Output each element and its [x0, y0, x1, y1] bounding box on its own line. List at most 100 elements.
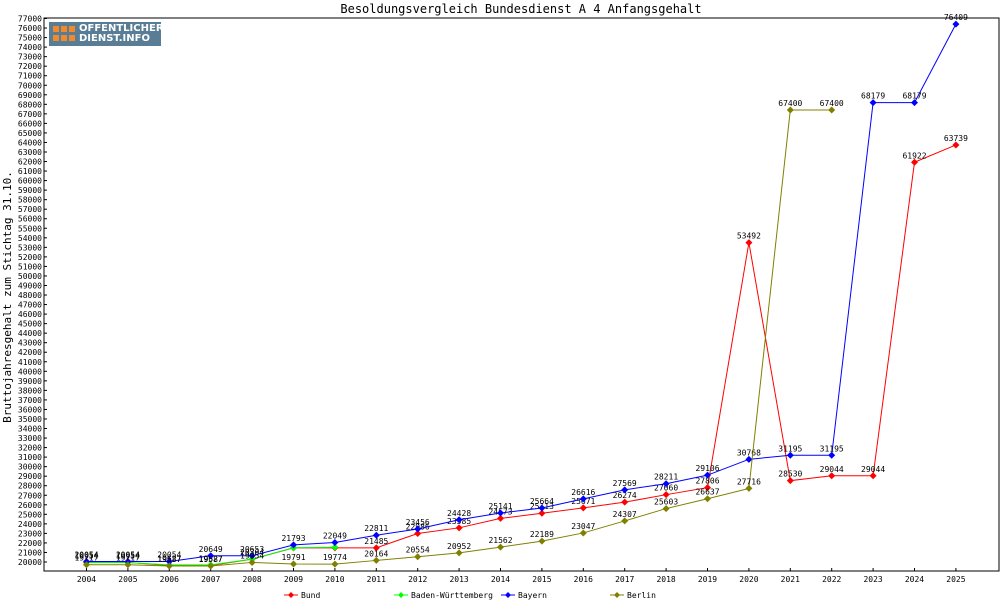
y-tick-label: 22000	[18, 539, 42, 548]
y-tick-label: 56000	[18, 215, 42, 224]
y-tick-label: 41000	[18, 358, 42, 367]
y-tick-label: 35000	[18, 415, 42, 424]
data-label: 31195	[820, 444, 844, 453]
data-label: 19791	[281, 553, 305, 562]
data-point	[414, 525, 422, 533]
y-tick-label: 59000	[18, 186, 42, 195]
x-tick-label: 2011	[367, 575, 386, 584]
y-tick-label: 42000	[18, 348, 42, 357]
data-label: 28211	[654, 473, 678, 482]
y-tick-label: 43000	[18, 339, 42, 348]
data-label: 21562	[488, 536, 512, 545]
y-tick-label: 57000	[18, 205, 42, 214]
data-point	[621, 517, 629, 525]
y-tick-label: 36000	[18, 405, 42, 414]
y-tick-label: 38000	[18, 386, 42, 395]
x-tick-label: 2004	[77, 575, 96, 584]
data-label: 67400	[778, 99, 802, 108]
series-line	[86, 23, 957, 562]
data-label: 19954	[74, 551, 98, 560]
y-tick-label: 58000	[18, 196, 42, 205]
data-point	[165, 562, 173, 570]
x-tick-label: 2020	[739, 575, 758, 584]
data-label: 20649	[199, 545, 223, 554]
y-tick-label: 25000	[18, 510, 42, 519]
y-tick-label: 67000	[18, 110, 42, 119]
y-tick-label: 71000	[18, 72, 42, 81]
x-tick-label: 2024	[905, 575, 924, 584]
data-point	[497, 509, 504, 517]
y-axis: 2000021000220002300024000250002600027000…	[18, 15, 47, 567]
data-label: 25664	[530, 497, 554, 506]
x-tick-label: 2012	[408, 575, 427, 584]
y-tick-label: 50000	[18, 272, 42, 281]
legend-swatch-marker	[398, 592, 404, 598]
data-label: 22189	[530, 530, 554, 539]
y-tick-label: 40000	[18, 367, 42, 376]
x-tick-label: 2019	[698, 575, 717, 584]
y-tick-label: 53000	[18, 243, 42, 252]
data-point	[952, 141, 960, 149]
data-label: 24428	[447, 509, 471, 518]
x-axis: 2004 2005 2006 2007 2008 2009 2010 2011 2012 2013…	[77, 568, 966, 584]
data-label: 20164	[364, 549, 388, 558]
y-tick-label: 54000	[18, 234, 42, 243]
data-point	[579, 529, 587, 537]
data-label: 26616	[571, 488, 595, 497]
brand-logo: OFFENTLICHER DIENST.INFO	[49, 22, 164, 46]
legend-label: Baden-Württemberg	[411, 591, 493, 600]
data-label: 63739	[944, 134, 968, 143]
data-point	[455, 549, 463, 557]
data-point	[331, 538, 339, 546]
y-tick-label: 68000	[18, 100, 42, 109]
data-point	[124, 561, 132, 569]
x-tick-label: 2022	[822, 575, 841, 584]
y-tick-label: 30000	[18, 463, 42, 472]
y-tick-label: 75000	[18, 34, 42, 43]
x-tick-label: 2021	[781, 575, 800, 584]
legend-label: Bayern	[518, 591, 547, 600]
x-tick-label: 2007	[201, 575, 220, 584]
y-tick-label: 28000	[18, 482, 42, 491]
data-point	[911, 99, 918, 107]
data-point	[786, 477, 794, 485]
x-tick-label: 2018	[656, 575, 675, 584]
y-tick-label: 47000	[18, 301, 42, 310]
series-bund: 1995419954196271962720304214852298623585…	[74, 134, 968, 570]
logo-square-icon	[61, 35, 67, 41]
y-tick-label: 46000	[18, 310, 42, 319]
y-tick-label: 63000	[18, 148, 42, 157]
y-axis-label: Bruttojahresgehalt zum Stichtag 31.10.	[1, 171, 14, 423]
data-label: 19587	[199, 555, 223, 564]
data-point	[579, 504, 587, 512]
x-tick-label: 2014	[491, 575, 510, 584]
plot-area-border	[43, 17, 1000, 572]
data-label: 29106	[695, 464, 719, 473]
y-tick-label: 69000	[18, 91, 42, 100]
y-tick-label: 20000	[18, 558, 42, 567]
data-label: 22811	[364, 524, 388, 533]
data-label: 61922	[902, 151, 926, 160]
data-label: 19717	[74, 554, 98, 563]
data-point	[538, 509, 546, 517]
data-point	[786, 451, 794, 459]
data-label: 23047	[571, 522, 595, 531]
data-label: 68179	[902, 92, 926, 101]
y-tick-label: 34000	[18, 425, 42, 434]
logo-line-2: DIENST.INFO	[79, 33, 150, 44]
data-point	[290, 560, 297, 568]
data-label: 20054	[116, 550, 140, 559]
data-label: 21793	[281, 534, 305, 543]
y-tick-label: 32000	[18, 444, 42, 453]
data-point	[455, 516, 463, 524]
data-point	[331, 543, 339, 551]
data-label: 29044	[861, 465, 885, 474]
data-label: 31195	[778, 444, 802, 453]
y-tick-label: 37000	[18, 396, 42, 405]
y-tick-label: 26000	[18, 501, 42, 510]
data-label: 26274	[613, 491, 637, 500]
data-point	[290, 541, 297, 549]
y-tick-label: 74000	[18, 43, 42, 52]
y-tick-label: 52000	[18, 253, 42, 262]
